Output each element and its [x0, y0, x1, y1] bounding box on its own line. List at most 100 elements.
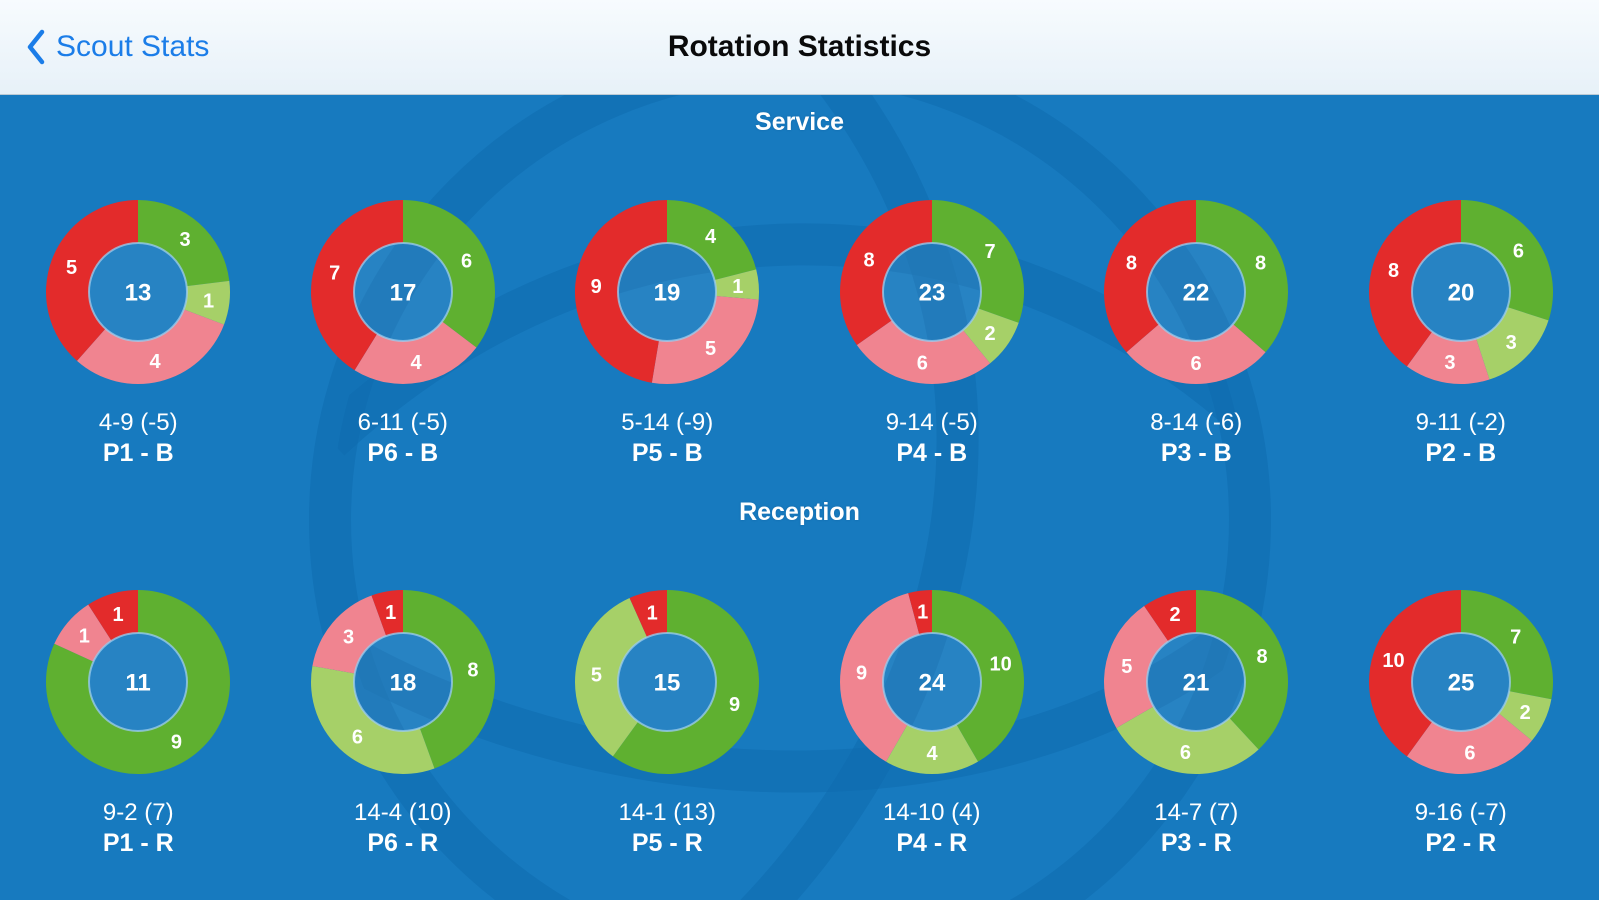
back-chevron-icon: [27, 29, 45, 65]
segment-value-label: 7: [1510, 627, 1521, 649]
segment-value-label: 4: [410, 352, 422, 374]
chart-total-label: 18: [389, 669, 416, 696]
donut-segment-light_green: [1498, 691, 1552, 741]
score-label: 14-10 (4): [883, 799, 981, 826]
position-label: P5 - B: [631, 439, 703, 467]
back-button[interactable]: Scout Stats: [26, 0, 209, 94]
back-button-label: Scout Stats: [56, 30, 210, 63]
segment-value-label: 3: [1505, 332, 1516, 354]
donut-chart: 3 1 4 5 13: [46, 200, 231, 384]
rotation-chart-cell: 10 4 9 1 24 14-10 (4) P4 - R: [804, 587, 1060, 858]
score-label: 9-2 (7): [102, 799, 174, 826]
segment-value-label: 6: [1191, 353, 1202, 375]
rotation-chart-cell: 9 5 1 15 14-1 (13) P5 - R: [539, 587, 795, 858]
segment-value-label: 1: [113, 604, 124, 626]
position-label: P6 - R: [367, 829, 439, 857]
segment-value-label: 3: [180, 229, 191, 251]
segment-value-label: 4: [150, 351, 162, 373]
segment-value-label: 8: [467, 660, 478, 682]
position-label: P2 - R: [1425, 829, 1497, 857]
segment-value-label: 8: [1126, 253, 1137, 275]
donut-chart: 6 3 3 8 20: [1368, 200, 1553, 385]
segment-value-label: 6: [916, 352, 927, 374]
rotation-chart-cell: 3 1 4 5 13 4-9 (-5) P1 - B: [10, 197, 266, 468]
segment-value-label: 5: [591, 665, 602, 687]
chart-total-label: 19: [654, 279, 681, 306]
segment-value-label: 1: [203, 291, 214, 313]
segment-value-label: 6: [352, 726, 363, 748]
charts-row: 3 1 4 5 13 4-9 (-5) P1 - B 6 4 7 17 6-11 (-5) P6 - B…: [0, 197, 1599, 468]
segment-value-label: 1: [732, 276, 743, 298]
position-label: P2 - B: [1425, 439, 1497, 467]
chart-total-label: 15: [654, 669, 681, 696]
segment-value-label: 7: [984, 241, 995, 263]
donut-chart: 7 2 6 10 25: [1368, 590, 1553, 775]
position-label: P4 - B: [896, 439, 968, 467]
donut-chart: 6 4 7 17: [310, 200, 495, 384]
donut-chart: 7 2 6 8 23: [839, 200, 1024, 385]
donut-segment-light_green: [1475, 307, 1549, 380]
content-area: Service 3 1 4 5 13 4-9 (-5) P1 - B 6 4 7 17 6-11 (-5…: [0, 39, 1599, 900]
segment-value-label: 8: [1388, 260, 1399, 282]
score-label: 9-14 (-5): [885, 409, 978, 436]
donut-segment-green: [138, 200, 230, 287]
segment-value-label: 1: [79, 626, 90, 648]
page-title: Rotation Statistics: [667, 30, 932, 63]
segment-value-label: 10: [1382, 650, 1404, 672]
chart-sections: Service 3 1 4 5 13 4-9 (-5) P1 - B 6 4 7 17 6-11 (-5…: [0, 95, 1599, 858]
segment-value-label: 9: [591, 276, 602, 298]
chart-total-label: 17: [389, 279, 416, 306]
segment-value-label: 1: [385, 602, 396, 624]
score-label: 4-9 (-5): [98, 409, 178, 436]
donut-segment-green: [46, 590, 231, 774]
chart-total-label: 24: [918, 669, 945, 696]
chart-total-label: 13: [125, 279, 152, 306]
section-title: Reception: [739, 498, 860, 526]
chart-total-label: 25: [1447, 669, 1474, 696]
donut-chart: 10 4 9 1 24: [839, 590, 1024, 774]
donut-segment-green: [1460, 590, 1553, 700]
donut-chart: 8 6 3 1 18: [310, 590, 495, 774]
donut-chart: 8 6 8 22: [1104, 200, 1289, 385]
segment-value-label: 5: [66, 257, 77, 279]
segment-value-label: 1: [917, 602, 928, 624]
segment-value-label: 2: [1170, 604, 1181, 626]
donut-segment-pink: [77, 309, 225, 384]
rotation-chart-cell: 6 3 3 8 20 9-11 (-2) P2 - B: [1333, 197, 1589, 468]
donut-segment-green: [1460, 200, 1553, 321]
rotation-chart-cell: 4 1 5 9 19 5-14 (-9) P5 - B: [539, 197, 795, 468]
segment-value-label: 3: [1444, 352, 1455, 374]
section-reception: Reception 9 1 1 11 9-2 (7) P1 - R 8 6 3 1 18 14-4 (1…: [0, 468, 1599, 858]
segment-value-label: 3: [343, 626, 354, 648]
donut-segment-pink: [1406, 713, 1532, 775]
donut-chart: 9 5 1 15: [575, 590, 760, 774]
segment-value-label: 5: [1121, 656, 1132, 678]
segment-value-label: 4: [926, 743, 938, 765]
score-label: 14-4 (10): [354, 799, 452, 826]
score-label: 14-1 (13): [618, 799, 716, 826]
donut-segment-red: [1368, 200, 1461, 367]
chart-total-label: 11: [126, 669, 151, 696]
score-label: 6-11 (-5): [357, 409, 448, 436]
score-label: 9-16 (-7): [1414, 799, 1507, 826]
segment-value-label: 6: [1180, 742, 1191, 764]
donut-segment-red: [88, 590, 139, 641]
segment-value-label: 9: [729, 694, 740, 716]
section-title: Service: [755, 108, 844, 136]
score-label: 8-14 (-6): [1150, 409, 1243, 436]
chart-total-label: 23: [918, 279, 945, 306]
segment-value-label: 8: [1255, 253, 1266, 275]
segment-value-label: 7: [329, 263, 340, 285]
position-label: P3 - R: [1160, 829, 1232, 857]
score-label: 14-7 (7): [1154, 799, 1239, 826]
rotation-chart-cell: 8 6 8 22 8-14 (-6) P3 - B: [1068, 197, 1324, 468]
rotation-chart-cell: 7 2 6 10 25 9-16 (-7) P2 - R: [1333, 587, 1589, 858]
segment-value-label: 2: [984, 323, 995, 345]
chart-total-label: 20: [1447, 279, 1474, 306]
segment-value-label: 2: [1519, 702, 1530, 724]
segment-value-label: 8: [863, 249, 874, 271]
score-label: 5-14 (-9): [621, 409, 714, 436]
position-label: P6 - B: [367, 439, 439, 467]
